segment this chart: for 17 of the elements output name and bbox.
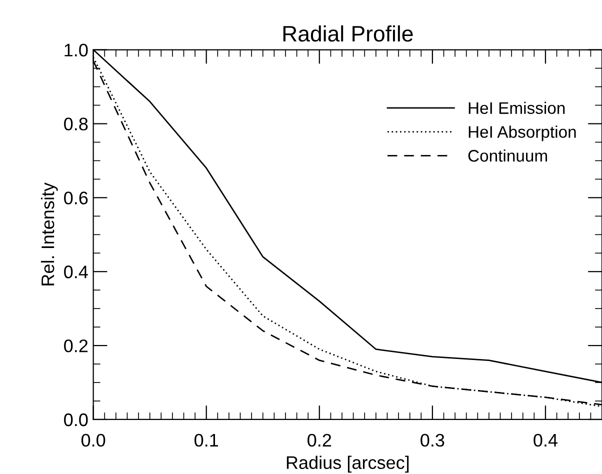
y-tick-label: 0.6 <box>64 192 88 204</box>
x-tick-label: 0.0 <box>81 434 106 447</box>
x-tick-label: 0.3 <box>420 434 444 447</box>
y-axis-title: Rel. Intensity <box>40 182 58 286</box>
chart-title: Radial Profile <box>283 25 413 42</box>
y-tick-label: 1.0 <box>64 44 88 56</box>
y-tick-label: 0.8 <box>64 118 88 130</box>
x-axis-title: Radius [arcsec] <box>286 456 409 473</box>
y-tick-label: 0.0 <box>64 413 88 426</box>
x-tick-label: 0.4 <box>534 434 558 447</box>
y-tick-label: 0.2 <box>64 339 88 352</box>
y-tick-label: 0.4 <box>64 266 88 278</box>
x-tick-label: 0.1 <box>194 434 218 447</box>
legend-label: HeI Emission <box>468 102 565 114</box>
x-tick-label: 0.2 <box>308 434 332 447</box>
legend-label: Continuum <box>468 149 548 162</box>
legend-label: HeI Absorption <box>468 126 576 142</box>
